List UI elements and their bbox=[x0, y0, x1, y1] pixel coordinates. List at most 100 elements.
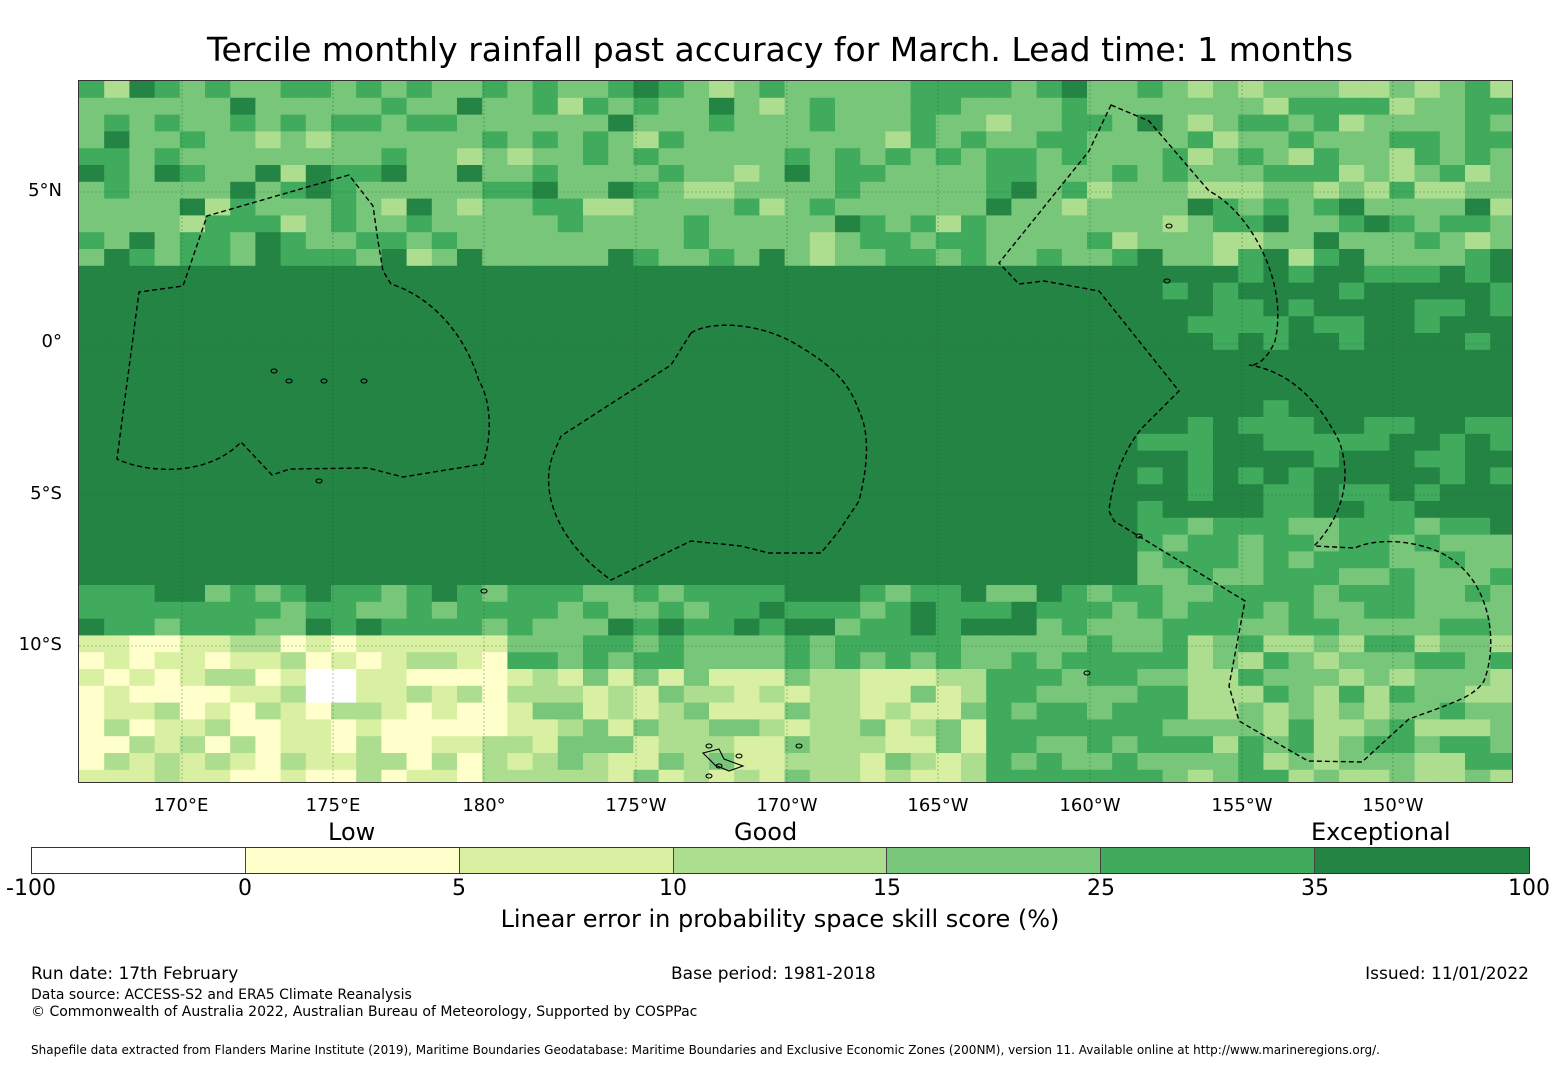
map-cell bbox=[406, 316, 433, 334]
map-cell bbox=[910, 215, 937, 233]
island-outline bbox=[320, 378, 328, 384]
map-cell bbox=[1465, 316, 1491, 334]
map-cell bbox=[205, 181, 231, 200]
map-cell bbox=[986, 618, 1012, 636]
map-cell bbox=[1112, 97, 1138, 116]
map-cell bbox=[1339, 349, 1365, 368]
map-cell bbox=[532, 333, 559, 351]
map-cell bbox=[709, 450, 735, 468]
map-cell bbox=[935, 719, 962, 737]
map-cell bbox=[457, 148, 483, 166]
category-exceptional: Exceptional bbox=[1311, 818, 1451, 846]
map-cell bbox=[507, 753, 534, 771]
map-cell bbox=[280, 114, 307, 132]
map-cell bbox=[104, 114, 130, 132]
map-cell bbox=[1238, 366, 1264, 384]
map-cell bbox=[734, 400, 760, 418]
map-cell bbox=[835, 114, 861, 132]
map-cell bbox=[759, 484, 786, 502]
map-cell bbox=[683, 719, 710, 737]
map-cell bbox=[1465, 702, 1491, 720]
map-cell bbox=[986, 366, 1012, 384]
map-cell bbox=[230, 685, 256, 704]
map-cell bbox=[507, 232, 534, 250]
map-cell bbox=[885, 719, 912, 737]
map-cell bbox=[1414, 551, 1441, 569]
map-cell bbox=[784, 635, 811, 653]
map-cell bbox=[658, 652, 685, 670]
map-cell bbox=[129, 585, 156, 603]
map-cell bbox=[1439, 702, 1466, 720]
map-cell bbox=[784, 165, 811, 183]
map-cell bbox=[1288, 719, 1315, 737]
map-cell bbox=[381, 501, 408, 519]
map-cell bbox=[633, 349, 660, 368]
map-cell bbox=[1213, 669, 1239, 687]
map-cell bbox=[1036, 349, 1063, 368]
map-cell bbox=[784, 249, 811, 267]
map-cell bbox=[381, 601, 408, 620]
map-cell bbox=[935, 652, 962, 670]
map-cell bbox=[205, 484, 231, 502]
map-cell bbox=[1439, 198, 1466, 216]
map-cell bbox=[860, 366, 886, 384]
map-cell bbox=[1465, 333, 1491, 351]
map-cell bbox=[1238, 316, 1264, 334]
map-cell bbox=[1364, 181, 1390, 200]
map-cell bbox=[104, 585, 130, 603]
map-cell bbox=[583, 282, 609, 300]
map-cell bbox=[356, 450, 382, 468]
map-cell bbox=[431, 114, 458, 132]
map-cell bbox=[179, 551, 206, 569]
map-cell bbox=[305, 534, 332, 552]
map-cell bbox=[1036, 501, 1063, 519]
map-cell bbox=[683, 467, 710, 485]
map-cell bbox=[104, 753, 130, 771]
map-cell bbox=[1187, 333, 1214, 351]
map-cell bbox=[1313, 484, 1340, 502]
lon-label-160w: 160°W bbox=[1059, 795, 1121, 816]
map-cell bbox=[205, 400, 231, 418]
map-cell bbox=[230, 450, 256, 468]
map-cell bbox=[1339, 165, 1365, 183]
map-cell bbox=[532, 232, 559, 250]
map-cell bbox=[381, 366, 408, 384]
map-cell bbox=[709, 652, 735, 670]
map-cell bbox=[1112, 349, 1138, 368]
map-cell bbox=[1339, 81, 1365, 99]
map-cell bbox=[1162, 316, 1189, 334]
map-cell bbox=[986, 148, 1012, 166]
map-cell bbox=[1137, 97, 1164, 116]
map-cell bbox=[205, 635, 231, 653]
colorbar bbox=[31, 847, 1530, 874]
map-cell bbox=[381, 282, 408, 300]
map-cell bbox=[734, 148, 760, 166]
map-cell bbox=[457, 467, 483, 485]
map-cell bbox=[482, 165, 508, 183]
map-cell bbox=[1137, 635, 1164, 653]
map-cell bbox=[860, 534, 886, 552]
map-cell bbox=[104, 81, 130, 99]
map-cell bbox=[129, 484, 156, 502]
map-cell bbox=[557, 181, 584, 200]
map-cell bbox=[507, 316, 534, 334]
map-cell bbox=[1087, 316, 1113, 334]
map-cell bbox=[986, 383, 1012, 401]
map-cell bbox=[179, 265, 206, 284]
map-cell bbox=[381, 534, 408, 552]
map-cell bbox=[457, 333, 483, 351]
map-cell bbox=[1187, 568, 1214, 586]
map-cell bbox=[835, 383, 861, 401]
map-cell bbox=[1036, 148, 1063, 166]
map-cell bbox=[356, 349, 382, 368]
map-cell bbox=[1490, 517, 1512, 536]
map-cell bbox=[1339, 769, 1365, 782]
map-cell bbox=[1162, 282, 1189, 300]
map-cell bbox=[507, 383, 534, 401]
map-cell bbox=[1137, 652, 1164, 670]
map-cell bbox=[255, 383, 282, 401]
map-cell bbox=[809, 601, 836, 620]
map-cell bbox=[557, 165, 584, 183]
map-cell bbox=[1465, 249, 1491, 267]
map-cell bbox=[1263, 299, 1290, 317]
